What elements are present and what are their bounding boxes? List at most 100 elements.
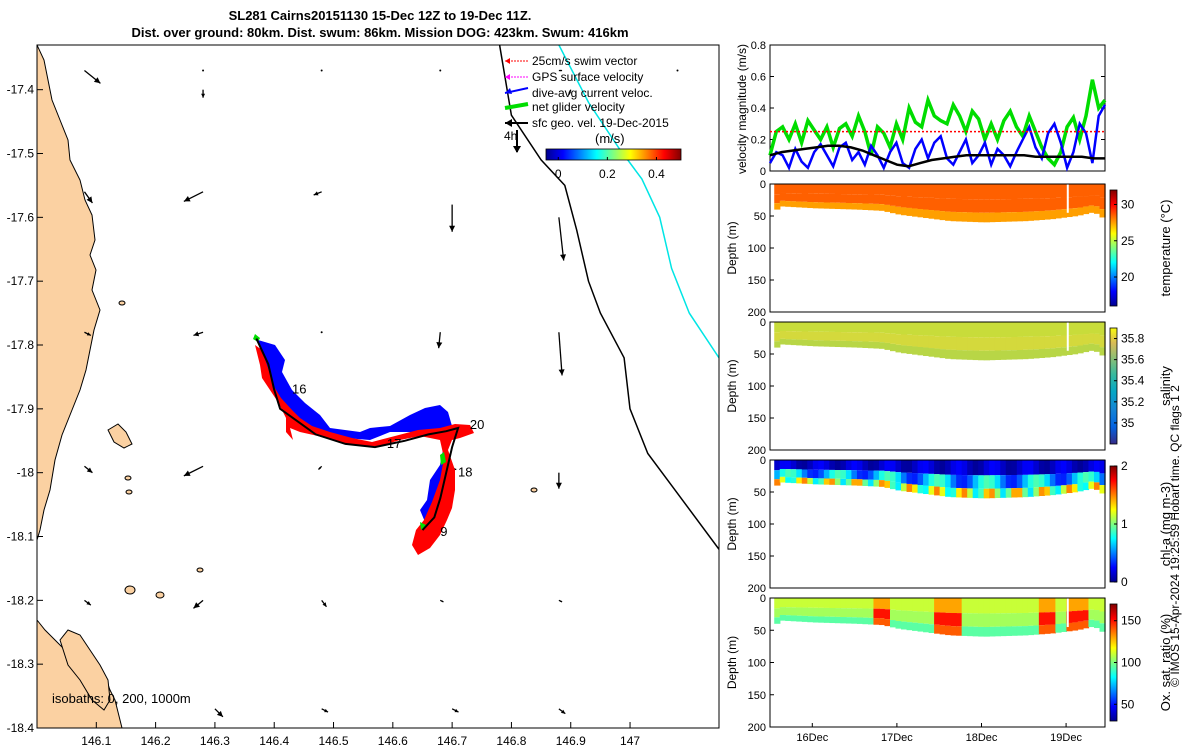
section-cell: [862, 341, 869, 348]
legend-swim-label: 25cm/s swim vector: [532, 54, 637, 68]
section-cell: [1027, 184, 1035, 199]
section-cell: [895, 196, 902, 207]
section-cell: [945, 612, 952, 626]
section-cell: [928, 473, 935, 487]
section-ytick-label: 0: [760, 317, 766, 329]
section-cell: [1049, 460, 1057, 475]
section-cell: [1044, 348, 1051, 358]
section-cell: [983, 488, 990, 499]
section-cell: [1000, 212, 1007, 222]
section-cell: [851, 203, 858, 210]
map-x-ticks: 146.1 146.2 146.3 146.4 146.5 146.6 146.7 146.8…: [81, 722, 640, 748]
geo-arrow-head: [560, 69, 563, 72]
section-cell: [807, 607, 814, 617]
section-cell: [1027, 474, 1035, 488]
section-cell: [873, 460, 880, 471]
legend-dive-label: dive-avg current veloc.: [532, 86, 653, 100]
section-cell: [856, 479, 864, 486]
section-cell: [950, 613, 957, 627]
section-cell: [796, 607, 803, 616]
section-cell: [917, 335, 924, 347]
section-cell: [856, 341, 864, 348]
section-cell: [1077, 483, 1084, 492]
section-ytick-label: 100: [748, 243, 766, 255]
section-cell: [834, 470, 842, 479]
section-cell: [961, 350, 968, 360]
section-cell: [994, 488, 1001, 498]
section-cell: [989, 613, 996, 627]
section-cell: [801, 193, 808, 202]
section-cell: [812, 322, 820, 332]
section-cell: [1000, 199, 1007, 213]
section-cell: [774, 460, 781, 471]
section-ytick-label: 50: [754, 625, 766, 637]
section-cell: [856, 332, 864, 342]
section-cell: [901, 345, 908, 354]
section-cell: [1022, 322, 1029, 337]
section-cell: [956, 598, 963, 614]
section-cell: [945, 322, 952, 337]
section-cell: [873, 608, 880, 619]
section-cell: [989, 199, 996, 213]
section-cell: [801, 598, 808, 608]
section-cell: [1055, 624, 1062, 633]
section-cell: [923, 322, 930, 336]
section-cell: [901, 322, 908, 335]
velocity-axes-box: [769, 44, 1106, 172]
section-cell: [873, 618, 880, 625]
section-cell: [878, 184, 886, 195]
section-cell: [873, 598, 880, 609]
section-cell: [840, 617, 847, 624]
map-xtick-label: 146.5: [319, 734, 349, 748]
section-cell: [912, 208, 919, 217]
section-cell: [906, 460, 913, 473]
day-label: 16: [292, 382, 306, 397]
section-cell: [978, 212, 985, 223]
section-cell: [1082, 322, 1090, 335]
section-colorbar-label: temperature (°C): [1158, 200, 1173, 297]
section-cell: [856, 470, 864, 480]
section-cell: [807, 202, 814, 209]
section-cell: [939, 184, 946, 199]
section-cell: [873, 203, 880, 211]
map-ytick-label: -17.9: [7, 402, 35, 416]
section-cell: [1005, 199, 1012, 213]
section-cell: [1027, 349, 1035, 359]
section-cell: [923, 335, 930, 348]
section-cell: [834, 460, 842, 471]
map-ytick-label: -17.5: [7, 147, 35, 161]
section-cell: [1099, 322, 1106, 336]
section-cell: [867, 617, 875, 625]
credit-text: © IMOS 15-Apr-2024 19:25:59 Hobart time.…: [1168, 385, 1182, 687]
section-cell: [790, 331, 797, 340]
section-cell: [901, 621, 908, 630]
section-colorbar-tick-label: 35: [1121, 416, 1135, 430]
section-cell: [818, 184, 825, 194]
section-cell: [1011, 350, 1018, 360]
colorbar-gradient: [545, 148, 682, 161]
section-cell: [1049, 486, 1057, 496]
section-cell: [961, 199, 968, 213]
section-cell: [1033, 625, 1040, 635]
section-cell: [994, 626, 1001, 637]
section-cell: [812, 478, 820, 485]
section-cell: [1099, 184, 1106, 198]
section-cell: [884, 195, 891, 205]
section-cell: [906, 345, 913, 354]
section-cell: [785, 607, 792, 616]
section-cell: [774, 194, 781, 204]
section-cell: [856, 617, 864, 624]
section-cell: [961, 184, 968, 200]
section-cell: [856, 322, 864, 333]
section-colorbar-tick-label: 30: [1121, 198, 1135, 212]
section-cell: [889, 460, 897, 472]
section-cell: [972, 199, 979, 213]
section-cell: [1033, 211, 1040, 221]
section-cell: [994, 460, 1001, 476]
section-cell: [989, 212, 996, 223]
velocity-series: [768, 79, 1107, 172]
section-cell: [807, 331, 814, 341]
section-cell: [934, 474, 941, 487]
section-cell: [867, 203, 875, 211]
section-cell: [834, 616, 842, 624]
